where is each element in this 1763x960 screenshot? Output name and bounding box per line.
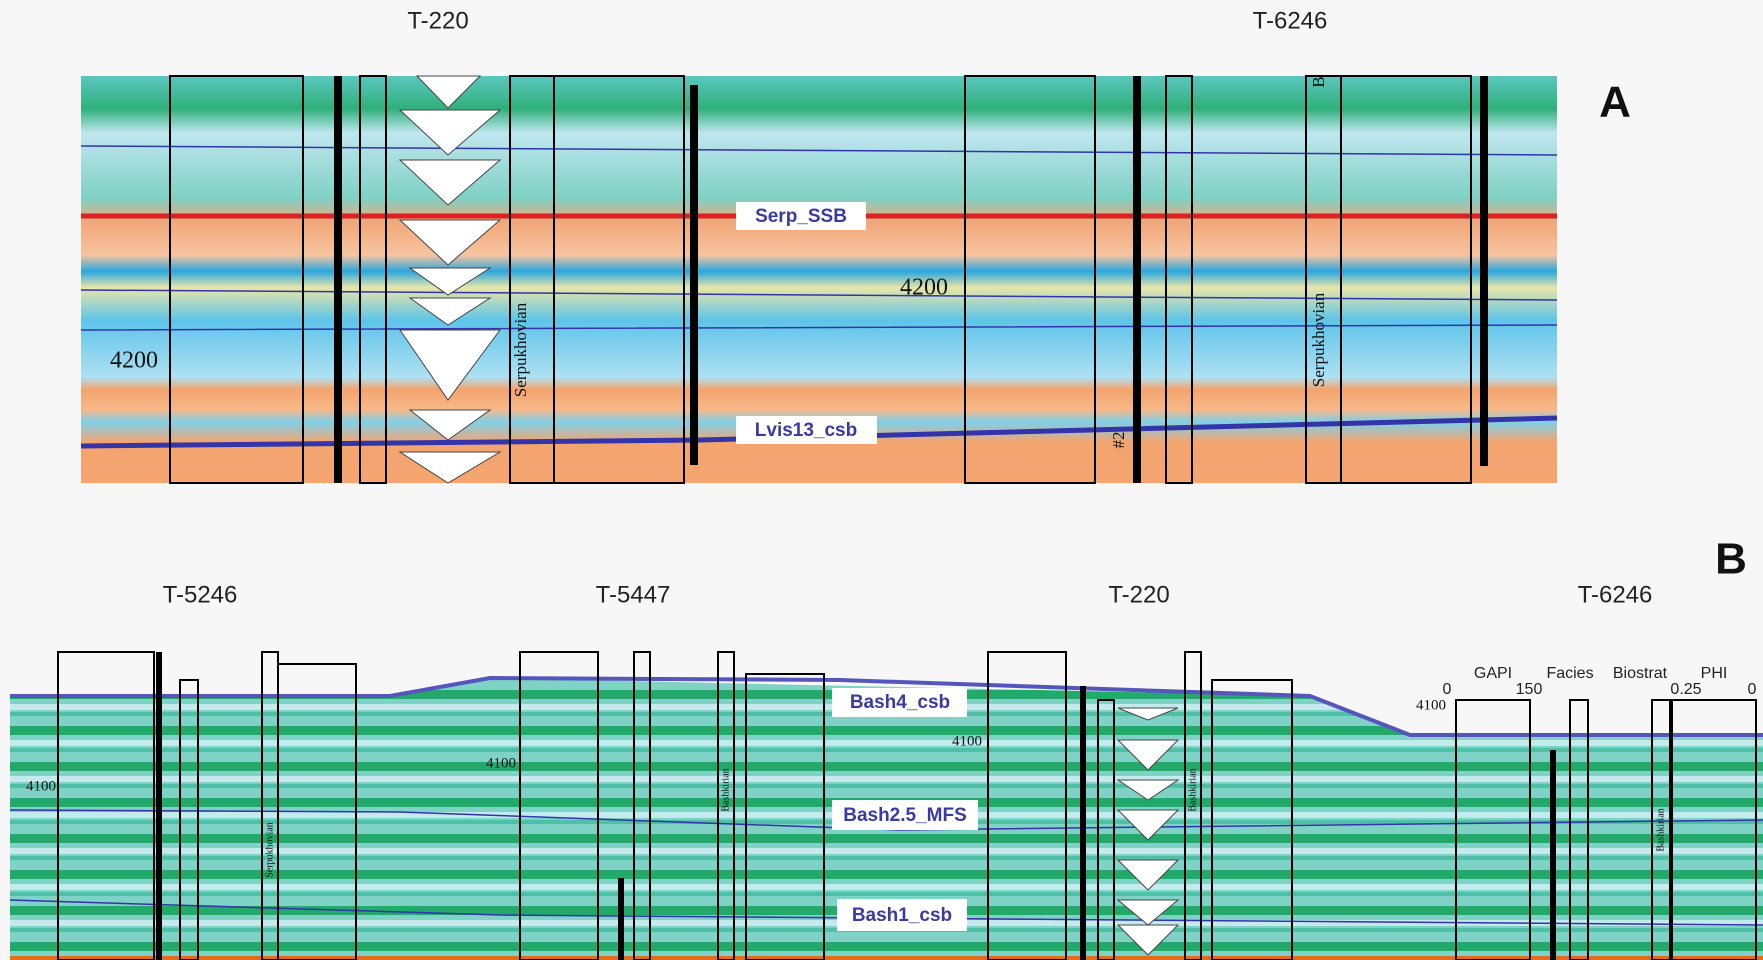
surface-label: Lvis13_csb bbox=[755, 420, 857, 441]
stage-label: B bbox=[1309, 76, 1328, 87]
stage-label: Serpukhovian bbox=[264, 822, 275, 878]
well-name: T-6246 bbox=[1253, 7, 1328, 34]
header-label: Facies bbox=[1546, 665, 1593, 682]
stage-label: Serpukhovian bbox=[1309, 292, 1328, 387]
well-name: T-5246 bbox=[163, 581, 238, 608]
figure: T-220 T-6246 A Serp_SSB Lvis13_csb 4200 … bbox=[0, 0, 1763, 960]
surface-label: Bash1_csb bbox=[852, 905, 952, 926]
well-name: T-220 bbox=[1108, 581, 1169, 608]
surface-label: Bash4_csb bbox=[850, 692, 950, 713]
panel-label: A bbox=[1599, 78, 1631, 127]
header-label: 0 bbox=[1443, 681, 1452, 698]
stage-label: Bashkirian bbox=[1655, 808, 1666, 851]
header-label: PHI bbox=[1701, 665, 1728, 682]
depth-label: 4100 bbox=[486, 755, 516, 771]
track-header: GAPI 0 150 Facies Biostrat PHI 0.25 0 bbox=[1443, 665, 1757, 698]
surface-label: Bash2.5_MFS bbox=[843, 805, 967, 826]
well-name: T-5447 bbox=[596, 581, 671, 608]
well-name: T-6246 bbox=[1578, 581, 1653, 608]
header-label: Biostrat bbox=[1613, 665, 1668, 682]
depth-label: 4100 bbox=[952, 733, 982, 749]
stage-label: Bashkirian bbox=[720, 768, 731, 811]
stage-label: Serpukhovian bbox=[511, 302, 530, 397]
well-name: T-220 bbox=[407, 7, 468, 34]
header-label: GAPI bbox=[1474, 665, 1512, 682]
header-label: 150 bbox=[1516, 681, 1543, 698]
depth-label: 4200 bbox=[110, 348, 158, 374]
surface-label: Serp_SSB bbox=[755, 206, 847, 227]
panel-label: B bbox=[1715, 535, 1747, 584]
stage-label: Bashkirian bbox=[1187, 768, 1198, 811]
depth-label: 4200 bbox=[900, 275, 948, 301]
depth-label: 4100 bbox=[1416, 697, 1446, 713]
header-label: 0.25 bbox=[1670, 681, 1701, 698]
well-mark: #2 bbox=[1109, 432, 1128, 449]
depth-label: 4100 bbox=[26, 778, 56, 794]
header-label: 0 bbox=[1748, 681, 1757, 698]
